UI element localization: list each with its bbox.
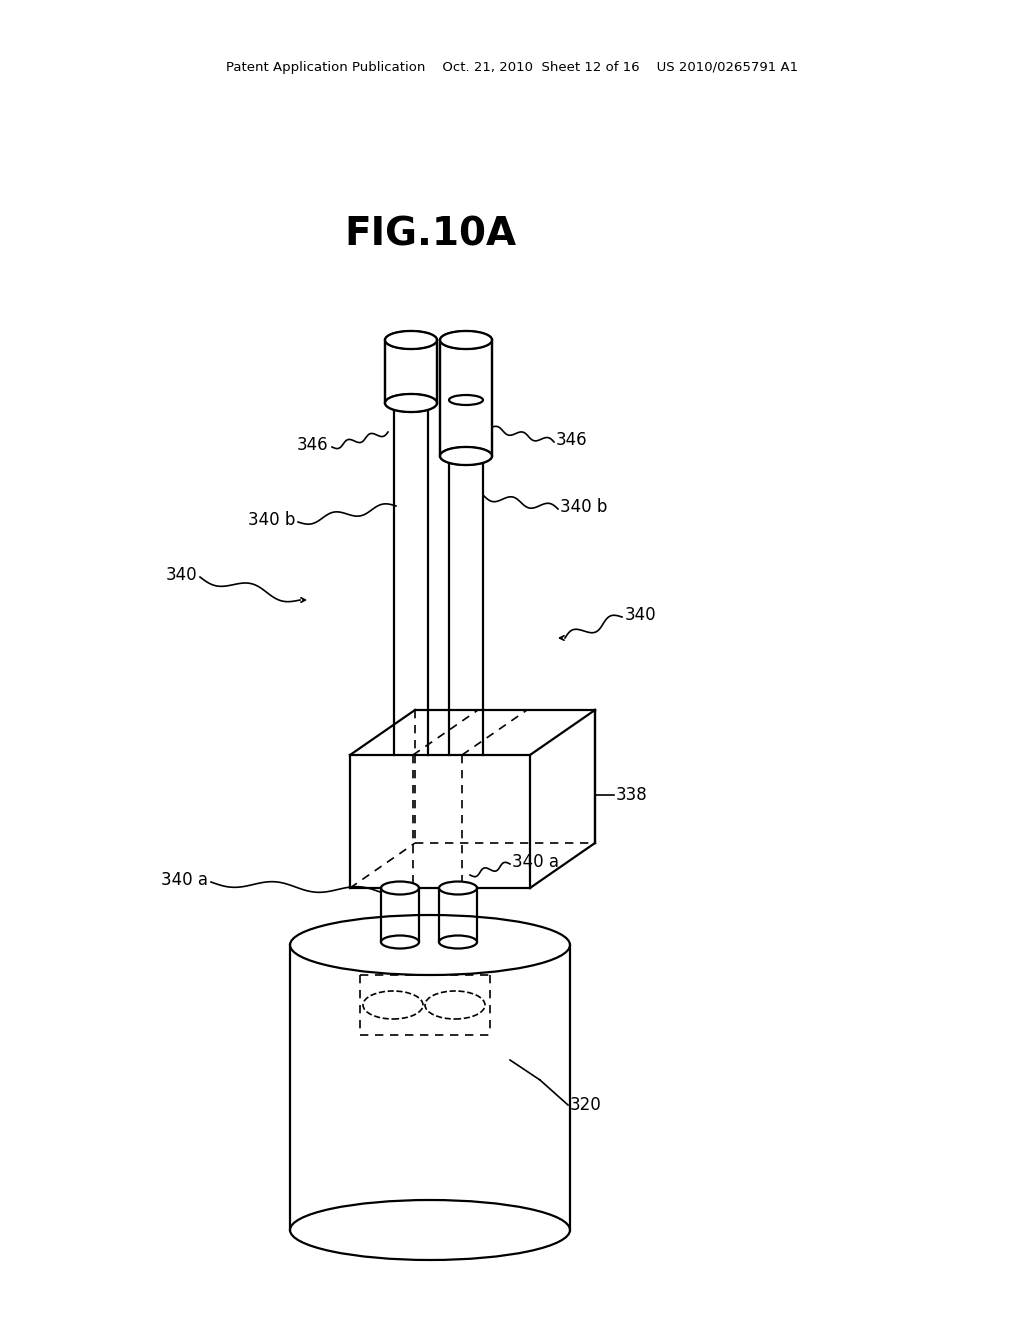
Bar — [386, 339, 436, 404]
Ellipse shape — [385, 331, 437, 348]
Text: 340 b: 340 b — [560, 498, 607, 516]
Ellipse shape — [439, 936, 477, 949]
Ellipse shape — [381, 936, 419, 949]
Text: 340 a: 340 a — [161, 871, 208, 888]
Text: Patent Application Publication    Oct. 21, 2010  Sheet 12 of 16    US 2010/02657: Patent Application Publication Oct. 21, … — [226, 62, 798, 74]
Ellipse shape — [385, 393, 437, 412]
Text: FIG.10A: FIG.10A — [344, 216, 516, 253]
Text: 346: 346 — [556, 432, 588, 449]
Ellipse shape — [440, 331, 492, 348]
Text: 338: 338 — [616, 785, 648, 804]
Ellipse shape — [449, 395, 483, 405]
Ellipse shape — [385, 331, 437, 348]
Bar — [441, 339, 490, 457]
Text: 340: 340 — [165, 566, 197, 583]
Ellipse shape — [439, 882, 477, 895]
Text: 346: 346 — [296, 436, 328, 454]
Ellipse shape — [381, 882, 419, 895]
Text: 340: 340 — [625, 606, 656, 624]
Ellipse shape — [440, 447, 492, 465]
Text: 320: 320 — [570, 1096, 602, 1114]
Ellipse shape — [290, 915, 570, 975]
Ellipse shape — [440, 331, 492, 348]
Text: 340 a: 340 a — [512, 853, 559, 871]
Text: 340 b: 340 b — [248, 511, 295, 529]
Ellipse shape — [394, 395, 428, 405]
Ellipse shape — [385, 393, 437, 412]
Ellipse shape — [440, 447, 492, 465]
